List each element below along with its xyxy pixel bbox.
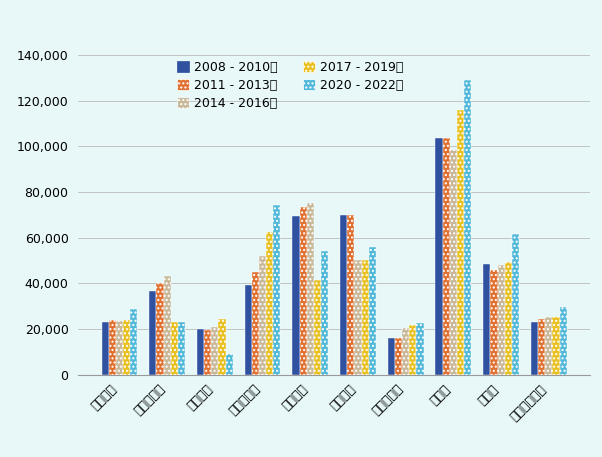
- Bar: [531, 322, 538, 375]
- Bar: [306, 203, 314, 375]
- Bar: [402, 328, 409, 375]
- Bar: [273, 205, 281, 375]
- Bar: [164, 276, 171, 375]
- Bar: [553, 317, 559, 375]
- Bar: [252, 272, 259, 375]
- Bar: [368, 247, 376, 375]
- Bar: [395, 338, 402, 375]
- Bar: [559, 307, 566, 375]
- Bar: [497, 265, 504, 375]
- Bar: [116, 321, 123, 375]
- Bar: [355, 260, 362, 375]
- Bar: [340, 215, 347, 375]
- Bar: [450, 150, 457, 375]
- Bar: [293, 216, 300, 375]
- Bar: [388, 338, 395, 375]
- Bar: [211, 327, 219, 375]
- Bar: [504, 262, 512, 375]
- Bar: [483, 264, 491, 375]
- Bar: [464, 80, 471, 375]
- Bar: [491, 270, 497, 375]
- Bar: [109, 320, 116, 375]
- Bar: [314, 280, 321, 375]
- Bar: [435, 138, 442, 375]
- Bar: [204, 330, 211, 375]
- Bar: [219, 319, 226, 375]
- Bar: [123, 320, 130, 375]
- Bar: [512, 234, 519, 375]
- Bar: [130, 309, 137, 375]
- Bar: [442, 138, 450, 375]
- Bar: [321, 251, 328, 375]
- Bar: [538, 319, 545, 375]
- Bar: [545, 318, 553, 375]
- Bar: [347, 215, 355, 375]
- Bar: [178, 322, 185, 375]
- Bar: [457, 110, 464, 375]
- Bar: [362, 260, 368, 375]
- Bar: [149, 291, 157, 375]
- Legend: 2008 - 2010年, 2011 - 2013年, 2014 - 2016年, 2017 - 2019年, 2020 - 2022年: 2008 - 2010年, 2011 - 2013年, 2014 - 2016年…: [176, 61, 403, 110]
- Bar: [197, 329, 204, 375]
- Bar: [226, 354, 233, 375]
- Bar: [259, 256, 266, 375]
- Bar: [300, 207, 306, 375]
- Bar: [171, 322, 178, 375]
- Bar: [244, 285, 252, 375]
- Bar: [409, 325, 417, 375]
- Bar: [266, 232, 273, 375]
- Bar: [417, 324, 424, 375]
- Bar: [157, 283, 164, 375]
- Bar: [102, 322, 109, 375]
